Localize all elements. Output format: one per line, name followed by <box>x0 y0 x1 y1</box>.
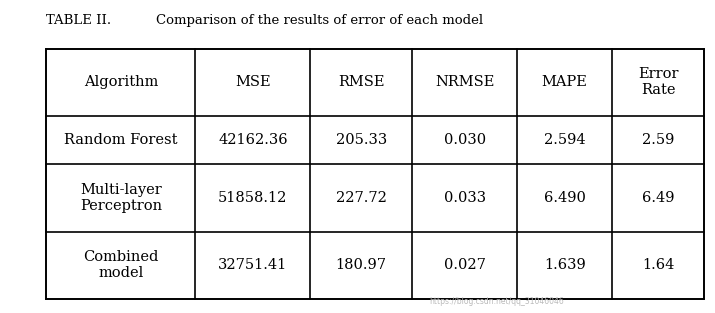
Text: 0.030: 0.030 <box>444 133 485 147</box>
Text: 32751.41: 32751.41 <box>218 258 287 272</box>
Text: 6.490: 6.490 <box>544 191 586 205</box>
Text: 180.97: 180.97 <box>336 258 387 272</box>
Text: Multi-layer
Perceptron: Multi-layer Perceptron <box>80 183 162 213</box>
Text: Comparison of the results of error of each model: Comparison of the results of error of ea… <box>156 14 483 27</box>
Text: Algorithm: Algorithm <box>84 75 158 89</box>
Text: 2.594: 2.594 <box>544 133 586 147</box>
Text: MAPE: MAPE <box>542 75 588 89</box>
Text: MSE: MSE <box>235 75 271 89</box>
Text: 227.72: 227.72 <box>336 191 387 205</box>
Text: 205.33: 205.33 <box>335 133 387 147</box>
Text: 0.033: 0.033 <box>444 191 485 205</box>
Text: 51858.12: 51858.12 <box>218 191 287 205</box>
Text: Error
Rate: Error Rate <box>638 67 679 97</box>
Text: 2.59: 2.59 <box>642 133 674 147</box>
Text: Random Forest: Random Forest <box>64 133 178 147</box>
Text: 42162.36: 42162.36 <box>218 133 287 147</box>
Text: NRMSE: NRMSE <box>435 75 495 89</box>
Text: 1.639: 1.639 <box>544 258 586 272</box>
Text: https://blog.csdn.net/qq_31046046: https://blog.csdn.net/qq_31046046 <box>429 297 563 306</box>
Text: Combined
model: Combined model <box>83 250 159 280</box>
Text: 0.027: 0.027 <box>444 258 485 272</box>
Text: TABLE II.: TABLE II. <box>46 14 112 27</box>
Text: RMSE: RMSE <box>338 75 385 89</box>
Text: 1.64: 1.64 <box>642 258 674 272</box>
Text: 6.49: 6.49 <box>642 191 674 205</box>
